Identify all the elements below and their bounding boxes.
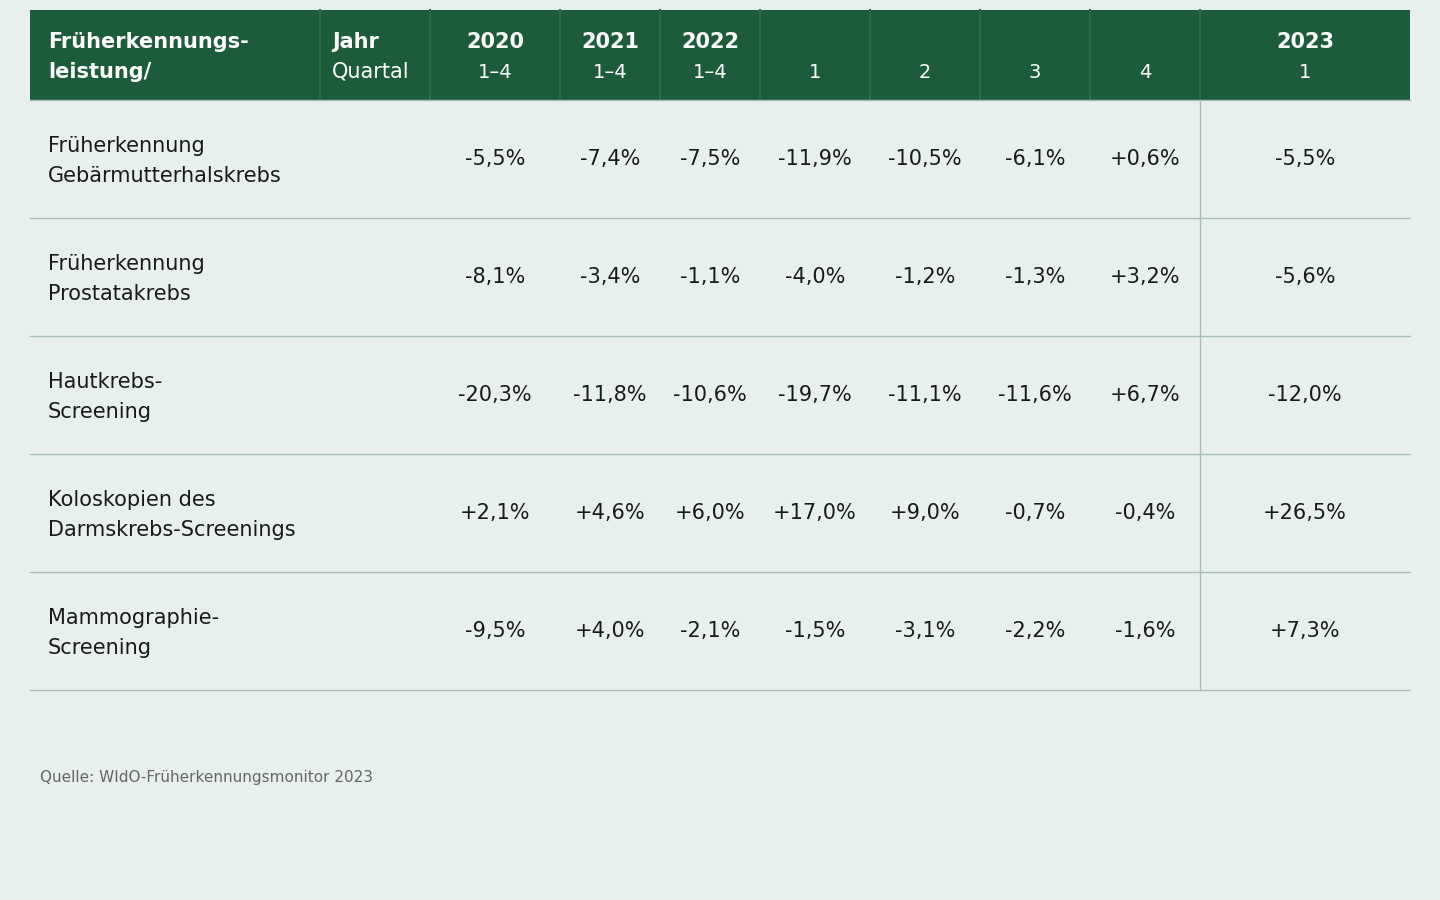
- Text: 1: 1: [1299, 62, 1312, 82]
- Text: -10,6%: -10,6%: [672, 385, 747, 405]
- Text: 2023: 2023: [1276, 32, 1333, 52]
- Text: +2,1%: +2,1%: [459, 503, 530, 523]
- Text: -6,1%: -6,1%: [1005, 149, 1066, 169]
- Text: -0,7%: -0,7%: [1005, 503, 1066, 523]
- Text: Früherkennung: Früherkennung: [48, 136, 204, 156]
- Text: 1–4: 1–4: [693, 62, 727, 82]
- Text: -9,5%: -9,5%: [465, 621, 526, 641]
- Text: -10,5%: -10,5%: [888, 149, 962, 169]
- Text: Screening: Screening: [48, 638, 153, 658]
- Text: -12,0%: -12,0%: [1269, 385, 1342, 405]
- Text: -1,5%: -1,5%: [785, 621, 845, 641]
- Text: 3: 3: [1028, 62, 1041, 82]
- Text: +6,0%: +6,0%: [675, 503, 746, 523]
- Bar: [30, 100, 1410, 690]
- Text: -1,3%: -1,3%: [1005, 267, 1066, 287]
- Text: +7,3%: +7,3%: [1270, 621, 1341, 641]
- Text: -20,3%: -20,3%: [458, 385, 531, 405]
- Text: leistung/: leistung/: [48, 62, 151, 82]
- Text: -1,6%: -1,6%: [1115, 621, 1175, 641]
- Text: Früherkennungs-: Früherkennungs-: [48, 32, 249, 52]
- Text: 4: 4: [1139, 62, 1151, 82]
- Text: +6,7%: +6,7%: [1110, 385, 1181, 405]
- Text: 1–4: 1–4: [478, 62, 513, 82]
- Text: 2: 2: [919, 62, 932, 82]
- Text: -19,7%: -19,7%: [778, 385, 852, 405]
- Text: -7,5%: -7,5%: [680, 149, 740, 169]
- Text: -11,1%: -11,1%: [888, 385, 962, 405]
- Text: -5,5%: -5,5%: [465, 149, 526, 169]
- Text: -0,4%: -0,4%: [1115, 503, 1175, 523]
- Text: Quartal: Quartal: [333, 62, 409, 82]
- Text: Prostatakrebs: Prostatakrebs: [48, 284, 190, 304]
- Text: 2020: 2020: [467, 32, 524, 52]
- Text: 2021: 2021: [580, 32, 639, 52]
- Text: +3,2%: +3,2%: [1110, 267, 1181, 287]
- Text: -5,6%: -5,6%: [1274, 267, 1335, 287]
- Text: -11,8%: -11,8%: [573, 385, 647, 405]
- Text: Hautkrebs-: Hautkrebs-: [48, 372, 163, 392]
- Text: Screening: Screening: [48, 402, 153, 422]
- Text: -7,4%: -7,4%: [580, 149, 641, 169]
- Text: Früherkennung: Früherkennung: [48, 254, 204, 274]
- Text: 2022: 2022: [681, 32, 739, 52]
- Bar: [30, 10, 1410, 100]
- Text: -3,4%: -3,4%: [580, 267, 641, 287]
- Text: Gebärmutterhalskrebs: Gebärmutterhalskrebs: [48, 166, 282, 186]
- Text: -5,5%: -5,5%: [1274, 149, 1335, 169]
- Text: -11,9%: -11,9%: [778, 149, 852, 169]
- Text: -8,1%: -8,1%: [465, 267, 526, 287]
- Text: -1,2%: -1,2%: [894, 267, 955, 287]
- Text: +4,6%: +4,6%: [575, 503, 645, 523]
- Text: -4,0%: -4,0%: [785, 267, 845, 287]
- Text: -2,2%: -2,2%: [1005, 621, 1066, 641]
- Text: Mammographie-: Mammographie-: [48, 608, 219, 628]
- Text: +4,0%: +4,0%: [575, 621, 645, 641]
- Text: -11,6%: -11,6%: [998, 385, 1071, 405]
- Text: -3,1%: -3,1%: [894, 621, 955, 641]
- Text: Darmskrebs-Screenings: Darmskrebs-Screenings: [48, 520, 295, 540]
- Text: -2,1%: -2,1%: [680, 621, 740, 641]
- Text: +0,6%: +0,6%: [1110, 149, 1181, 169]
- Text: Jahr: Jahr: [333, 32, 379, 52]
- Text: 1–4: 1–4: [593, 62, 628, 82]
- Text: Quelle: WIdO-Früherkennungsmonitor 2023: Quelle: WIdO-Früherkennungsmonitor 2023: [40, 770, 373, 785]
- Text: 1: 1: [809, 62, 821, 82]
- Text: +9,0%: +9,0%: [890, 503, 960, 523]
- Text: +26,5%: +26,5%: [1263, 503, 1346, 523]
- Text: Koloskopien des: Koloskopien des: [48, 490, 216, 510]
- Text: +17,0%: +17,0%: [773, 503, 857, 523]
- Text: -1,1%: -1,1%: [680, 267, 740, 287]
